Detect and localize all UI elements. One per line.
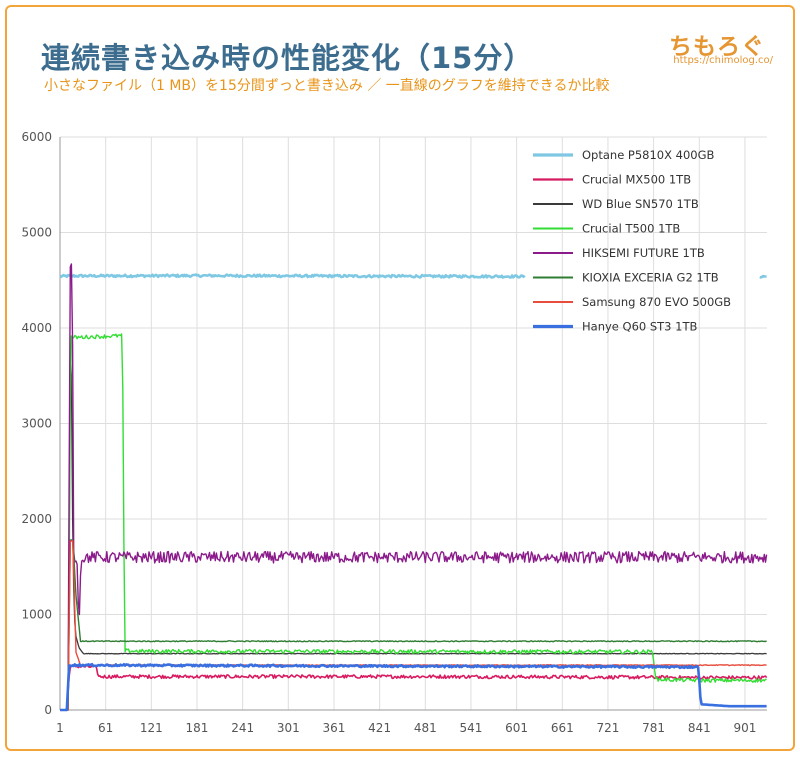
x-tick-label: 181 [186, 721, 209, 735]
legend-label: Crucial T500 1TB [582, 222, 680, 236]
series-line [59, 662, 767, 712]
x-tick-label: 661 [551, 721, 574, 735]
legend-label: HIKSEMI FUTURE 1TB [582, 246, 705, 260]
legend-label: Hanye Q60 ST3 1TB [582, 320, 697, 334]
x-tick-label: 481 [414, 721, 437, 735]
legend-label: Samsung 870 EVO 500GB [582, 295, 731, 309]
y-tick-label: 0 [44, 703, 52, 717]
x-tick-label: 841 [688, 721, 711, 735]
legend-label: Optane P5810X 400GB [582, 148, 715, 162]
y-tick-label: 5000 [21, 226, 52, 240]
x-tick-label: 901 [733, 721, 756, 735]
x-tick-label: 421 [368, 721, 391, 735]
y-tick-label: 2000 [21, 512, 52, 526]
series-line [60, 540, 767, 711]
x-tick-label: 301 [277, 721, 300, 735]
x-tick-label: 241 [231, 721, 254, 735]
x-tick-label: 361 [323, 721, 346, 735]
site-logo: ちもろぐ [669, 34, 765, 60]
site-url: https://chimolog.co/ [673, 55, 773, 66]
legend-label: KIOXIA EXCERIA G2 1TB [582, 271, 719, 285]
series-line [60, 263, 768, 711]
chart-title: 連続書き込み時の性能変化（15分） [41, 41, 534, 75]
x-tick-label: 721 [596, 721, 619, 735]
legend-label: WD Blue SN570 1TB [582, 197, 699, 211]
x-tick-label: 121 [140, 721, 163, 735]
series-line [60, 351, 767, 711]
x-tick-label: 541 [460, 721, 483, 735]
chart-subtitle: 小さなファイル（1 MB）を15分間ずっと書き込み ／ 一直線のグラフを維持でき… [44, 78, 610, 94]
chart-frame: 連続書き込み時の性能変化（15分） 小さなファイル（1 MB）を15分間ずっと書… [5, 5, 795, 751]
y-tick-label: 1000 [21, 608, 52, 622]
series-line [60, 664, 768, 711]
series-line [60, 539, 767, 711]
y-tick-label: 6000 [21, 130, 52, 144]
series-line [59, 273, 767, 279]
y-tick-label: 3000 [21, 417, 52, 431]
series-line [60, 333, 767, 711]
x-tick-label: 1 [56, 721, 64, 735]
y-tick-label: 4000 [21, 321, 52, 335]
x-tick-label: 61 [98, 721, 113, 735]
legend-label: Crucial MX500 1TB [582, 173, 691, 187]
x-tick-label: 781 [642, 721, 665, 735]
x-tick-label: 601 [505, 721, 528, 735]
line-chart: 0 1000 2000 3000 4000 5000 6000 1 61 121 181 241 301… [21, 130, 768, 735]
